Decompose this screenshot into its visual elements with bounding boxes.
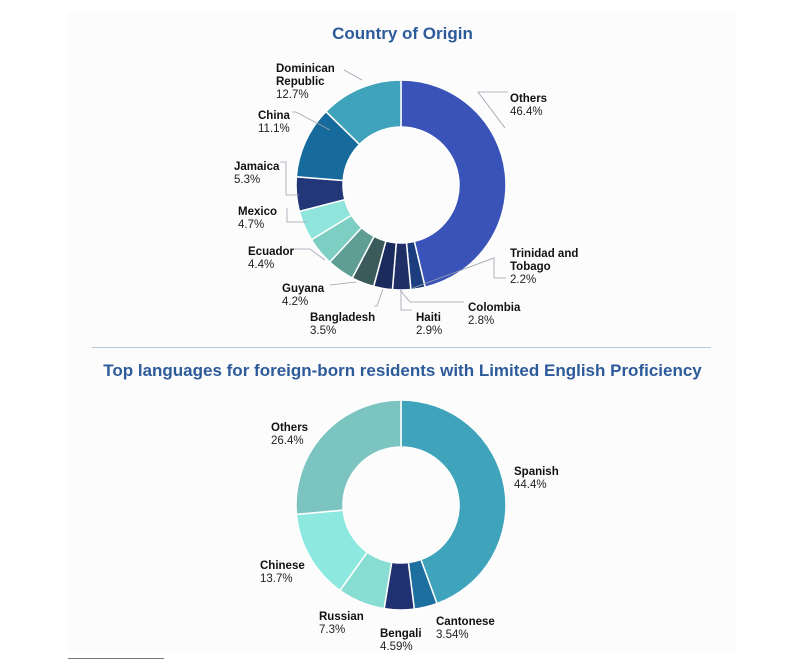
slice-label-dominican-republic: Republic	[276, 76, 325, 88]
slice-label-colombia: Colombia	[468, 302, 521, 314]
leader-line-china	[292, 111, 331, 131]
slice-value-mexico: 4.7%	[238, 219, 264, 231]
slice-label-guyana: Guyana	[282, 283, 325, 295]
slice-value-others: 26.4%	[271, 435, 304, 447]
slice-label-ecuador: Ecuador	[248, 246, 295, 258]
slice-label-dominican-republic: Dominican	[276, 63, 335, 75]
slice-value-spanish: 44.4%	[514, 479, 547, 491]
slice-value-bengali: 4.59%	[380, 641, 413, 653]
slice-label-jamaica: Jamaica	[234, 161, 280, 173]
slice-label-bengali: Bengali	[380, 628, 422, 640]
slice-value-guyana: 4.2%	[282, 296, 308, 308]
leader-line-trinidad-and-tobago	[412, 257, 506, 289]
slice-label-others: Others	[510, 93, 547, 105]
leader-line-jamaica	[280, 161, 299, 196]
slice-value-dominican-republic: 12.7%	[276, 89, 309, 101]
slice-value-cantonese: 3.54%	[436, 629, 469, 641]
slice-value-jamaica: 5.3%	[234, 174, 260, 186]
leader-line-mexico	[286, 208, 307, 223]
slice-value-others: 46.4%	[510, 106, 543, 118]
slice-value-haiti: 2.9%	[416, 325, 442, 337]
slice-value-chinese: 13.7%	[260, 573, 293, 585]
slice-label-others: Others	[271, 422, 308, 434]
slice-label-china: China	[258, 110, 291, 122]
leader-line-others	[477, 91, 508, 129]
slice-spanish	[400, 399, 507, 605]
slice-value-colombia: 2.8%	[468, 315, 494, 327]
leader-line-guyana	[329, 281, 357, 286]
slice-label-chinese: Chinese	[260, 560, 305, 572]
slice-label-trinidad-and-tobago: Trinidad and	[510, 248, 578, 260]
leader-line-dominican-republic	[343, 69, 363, 81]
slice-dominican-republic	[324, 79, 402, 146]
slice-value-russian: 7.3%	[319, 624, 345, 636]
slice-label-trinidad-and-tobago: Tobago	[510, 261, 551, 273]
slice-value-china: 11.1%	[258, 123, 290, 135]
slice-label-haiti: Haiti	[416, 312, 441, 324]
leader-line-colombia	[399, 289, 464, 303]
leader-line-haiti	[400, 290, 412, 311]
leader-line-bangladesh	[374, 288, 384, 307]
chart-title-country-of-origin: Country of Origin	[332, 24, 473, 43]
slice-label-cantonese: Cantonese	[436, 616, 495, 628]
section-divider	[92, 347, 711, 348]
slice-others	[400, 79, 507, 289]
footer-rule	[68, 658, 164, 659]
slice-label-spanish: Spanish	[514, 466, 559, 478]
slice-value-bangladesh: 3.5%	[310, 325, 336, 337]
slice-label-bangladesh: Bangladesh	[310, 312, 375, 324]
slice-label-russian: Russian	[319, 611, 364, 623]
slice-label-mexico: Mexico	[238, 206, 277, 218]
slice-others	[295, 399, 402, 516]
leader-line-ecuador	[292, 248, 326, 261]
chart-title-languages: Top languages for foreign-born residents…	[103, 361, 702, 380]
slice-value-trinidad-and-tobago: 2.2%	[510, 274, 536, 286]
slice-value-ecuador: 4.4%	[248, 259, 274, 271]
